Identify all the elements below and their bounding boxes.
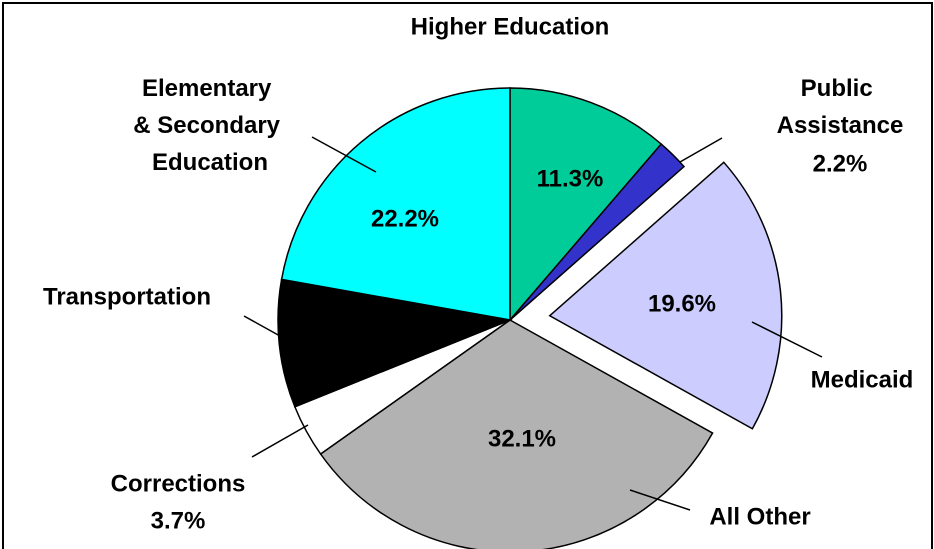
pie-slice — [277, 278, 513, 408]
category-label: All Other — [709, 503, 810, 530]
leader-line — [679, 137, 723, 163]
value-label: 3.7% — [151, 507, 206, 534]
category-label: Public Assistance — [777, 75, 904, 139]
value-label: 19.6% — [648, 290, 716, 317]
value-label: 22.2% — [371, 205, 439, 232]
leader-line — [243, 315, 281, 337]
pie-slice — [509, 143, 686, 321]
value-label: 32.1% — [488, 425, 556, 452]
leader-line — [311, 136, 377, 173]
pie-slice — [280, 87, 511, 321]
category-label: Transportation — [43, 283, 211, 310]
category-label: Corrections — [111, 470, 246, 497]
category-label: Elementary & Secondary Education — [133, 75, 286, 176]
leader-line — [629, 489, 691, 511]
pie-slice — [548, 161, 783, 430]
value-label: 11.3% — [537, 165, 604, 192]
pie-slice — [509, 87, 663, 323]
leader-line — [251, 424, 309, 458]
pie-slice — [319, 319, 714, 549]
value-label: 8.9% — [335, 320, 390, 347]
leader-line — [751, 321, 823, 358]
category-label: Higher Education — [411, 13, 610, 40]
category-label: Medicaid — [811, 366, 914, 393]
value-label: 2.2% — [813, 150, 868, 177]
